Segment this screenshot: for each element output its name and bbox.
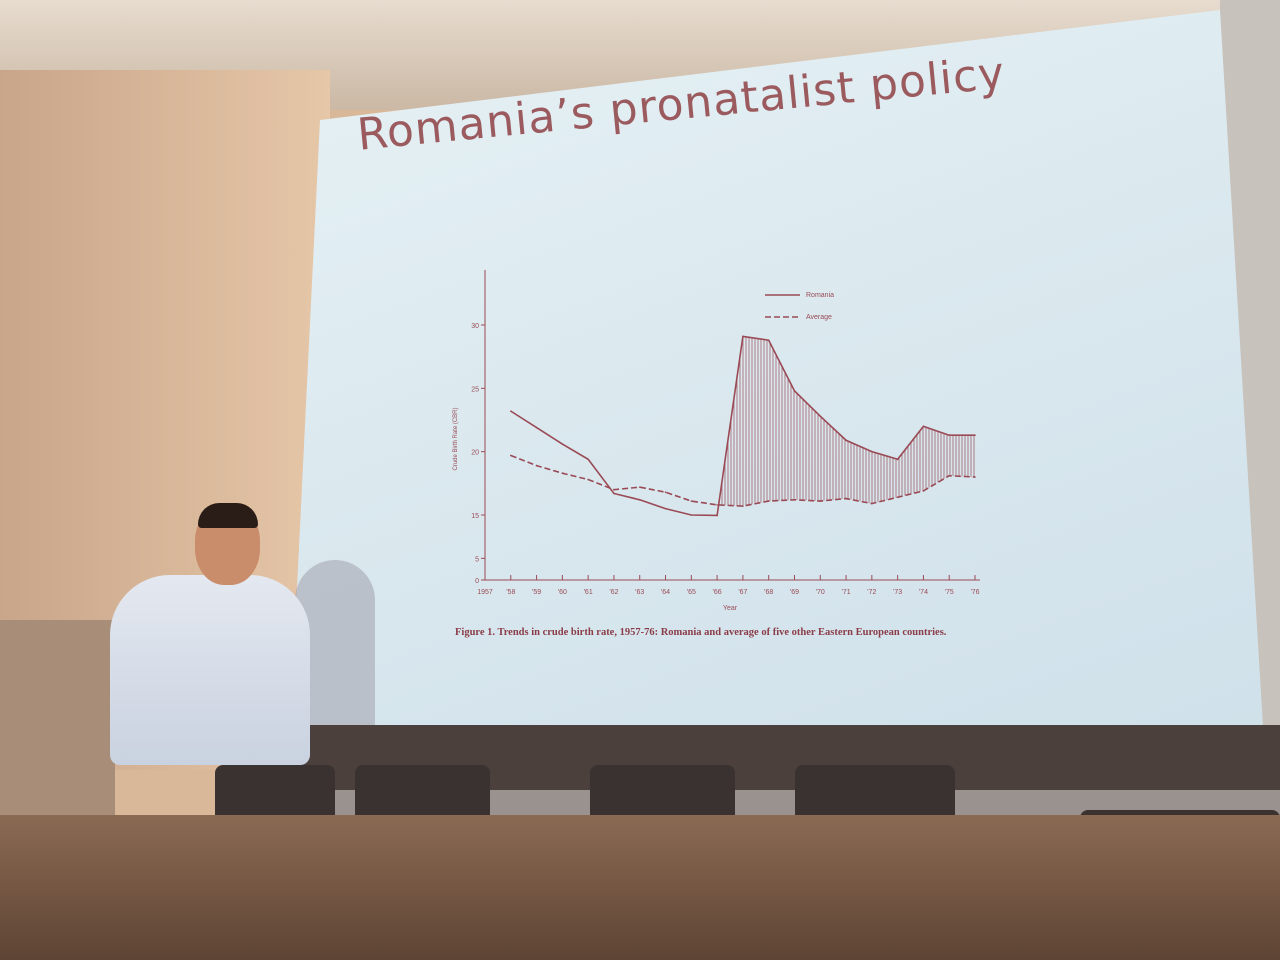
data-point-average — [690, 500, 693, 502]
data-point-romania — [561, 443, 564, 445]
data-point-romania — [896, 458, 899, 461]
x-tick-label: '75 — [945, 589, 954, 596]
x-tick-label: '61 — [584, 589, 593, 596]
y-tick-label: 20 — [471, 450, 479, 457]
x-tick-label: 1957 — [477, 589, 493, 596]
data-point-average — [767, 500, 770, 502]
x-tick-label: '62 — [609, 589, 618, 596]
x-tick-label: '63 — [635, 589, 644, 596]
data-point-romania — [716, 514, 718, 517]
data-point-romania — [587, 458, 589, 461]
data-point-average — [664, 491, 667, 493]
x-axis-label: Year — [723, 605, 738, 612]
data-point-average — [793, 499, 796, 501]
data-point-average — [742, 505, 744, 507]
y-tick-label: 15 — [471, 513, 479, 520]
data-point-romania — [948, 434, 951, 436]
data-point-romania — [767, 339, 770, 341]
x-tick-label: '68 — [764, 589, 773, 596]
x-tick-label: '65 — [687, 589, 696, 596]
x-tick-label: '74 — [919, 589, 928, 596]
x-tick-label: '64 — [661, 589, 670, 596]
data-point-romania — [974, 434, 976, 436]
x-tick-label: '59 — [532, 589, 541, 596]
data-point-romania — [638, 499, 641, 501]
y-tick-label: 30 — [471, 323, 479, 330]
data-point-average — [716, 504, 718, 506]
data-point-average — [819, 500, 822, 502]
data-point-average — [509, 454, 512, 457]
data-point-average — [896, 496, 899, 499]
x-tick-label: '60 — [558, 589, 567, 596]
data-point-average — [948, 474, 951, 477]
data-point-average — [613, 488, 615, 491]
birth-rate-chart: 0 5 15 20 25 30 1957 '58 '59 '60 '61 '62 '63 '64 '65 '6… — [453, 270, 980, 612]
desk — [0, 815, 1280, 960]
y-axis-label: Crude Birth Rate (CBR) — [453, 407, 459, 470]
data-point-average — [845, 497, 847, 500]
data-point-romania — [793, 390, 796, 392]
presenter-hair — [198, 503, 258, 528]
data-point-romania — [845, 439, 847, 442]
x-tick-label: '72 — [867, 589, 876, 596]
data-point-average — [587, 478, 589, 481]
data-point-average — [871, 502, 873, 505]
x-tick-label: '70 — [816, 589, 825, 596]
x-tick-label: '71 — [841, 589, 850, 596]
legend-label: Romania — [806, 292, 834, 299]
data-point-romania — [690, 514, 693, 516]
data-point-romania — [613, 492, 615, 495]
data-point-average — [561, 472, 564, 474]
data-point-romania — [535, 426, 538, 429]
shaded-gap-area — [717, 336, 975, 516]
data-point-average — [535, 464, 538, 467]
legend-label: Average — [806, 314, 832, 321]
data-point-romania — [509, 410, 512, 412]
podium — [0, 620, 115, 820]
data-point-romania — [871, 450, 873, 453]
data-point-average — [638, 486, 641, 488]
figure-caption: Figure 1. Trends in crude birth rate, 19… — [455, 627, 947, 638]
data-point-romania — [922, 425, 925, 428]
x-tick-label: '73 — [893, 589, 902, 596]
presenter — [110, 575, 310, 765]
data-point-romania — [819, 415, 822, 417]
data-point-romania — [664, 507, 667, 510]
x-tick-label: '66 — [713, 589, 722, 596]
x-tick-label: '58 — [506, 589, 515, 596]
x-tick-label: '76 — [970, 589, 979, 596]
x-tick-label: '67 — [738, 589, 747, 596]
y-tick-label: 0 — [475, 578, 479, 585]
data-point-average — [974, 476, 976, 478]
data-point-romania — [742, 335, 744, 338]
x-tick-label: '69 — [790, 589, 799, 596]
data-point-average — [922, 490, 925, 492]
y-tick-label: 5 — [475, 556, 479, 563]
y-tick-label: 25 — [471, 386, 479, 393]
